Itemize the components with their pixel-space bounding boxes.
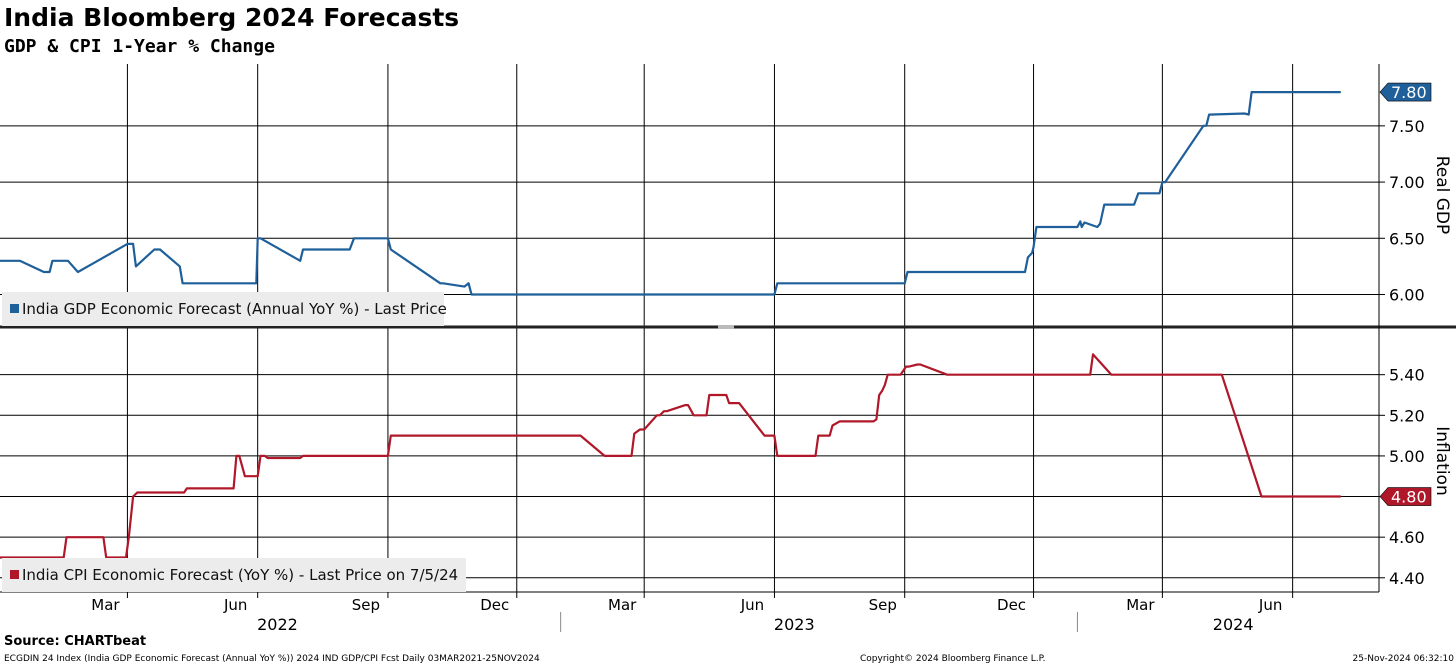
y-tick-label: 5.40 [1389, 366, 1425, 385]
last-value-label-gdp: 7.80 [1391, 83, 1427, 102]
x-tick-label: Jun [740, 596, 764, 614]
legend-swatch-cpi [10, 570, 19, 579]
x-tick-label: Sep [869, 596, 897, 614]
legend-swatch-gdp [10, 304, 19, 313]
x-tick-label: Jun [1258, 596, 1282, 614]
x-tick-label: Dec [480, 596, 509, 614]
y-tick-label: 4.40 [1389, 569, 1425, 588]
y-tick-label: 7.50 [1389, 117, 1425, 136]
label-layer: 7.80 India GDP Economic Forecast (Annual … [2, 82, 1432, 592]
panel-separator-handle [718, 325, 734, 329]
x-year-label: 2023 [774, 615, 815, 634]
x-tick-label: Jun [223, 596, 247, 614]
legend-label-gdp: India GDP Economic Forecast (Annual YoY … [22, 300, 447, 318]
chart-subtitle: GDP & CPI 1-Year % Change [4, 36, 275, 57]
source-note: Source: CHARTbeat [4, 634, 147, 649]
series-layer [0, 90, 1341, 559]
footer-timestamp: 25-Nov-2024 06:32:10 [1352, 654, 1454, 664]
x-year-label: 2022 [257, 615, 298, 634]
last-value-label-cpi: 4.80 [1391, 488, 1427, 507]
x-tick-label: Mar [1126, 596, 1155, 614]
last-value-tag-cpi [1379, 487, 1432, 506]
legend-box-gdp [2, 292, 444, 326]
legend-box-cpi [2, 558, 466, 592]
x-year-label: 2024 [1213, 615, 1254, 634]
footer-ticker-description: ECGDIN 24 Index (India GDP Economic Fore… [4, 654, 540, 664]
y-tick-label: 6.00 [1389, 286, 1425, 305]
x-tick-label: Dec [997, 596, 1026, 614]
x-tick-label: Sep [352, 596, 380, 614]
y-axis-title: Inflation [1432, 426, 1452, 495]
y-tick-label: 5.20 [1389, 406, 1425, 425]
y-tick-label: 7.00 [1389, 173, 1425, 192]
footer-copyright: Copyright© 2024 Bloomberg Finance L.P. [860, 654, 1046, 664]
y-tick-label: 4.60 [1389, 528, 1425, 547]
last-value-tag-gdp [1379, 82, 1432, 102]
series-line-cpi [0, 353, 1341, 559]
axis-layer: 6.00 6.50 7.00 7.50 Real GDP 4.40 4.60 4.80 5.00… [0, 64, 1456, 634]
legend-label-cpi: India CPI Economic Forecast (YoY %) - La… [22, 566, 458, 584]
y-axis-title: Real GDP [1432, 156, 1452, 235]
x-tick-label: Mar [91, 596, 120, 614]
y-tick-label: 6.50 [1389, 229, 1425, 248]
y-tick-label: 5.00 [1389, 447, 1425, 466]
series-line-gdp [0, 90, 1341, 296]
x-tick-label: Mar [608, 596, 637, 614]
chart-title: India Bloomberg 2024 Forecasts [4, 3, 460, 32]
